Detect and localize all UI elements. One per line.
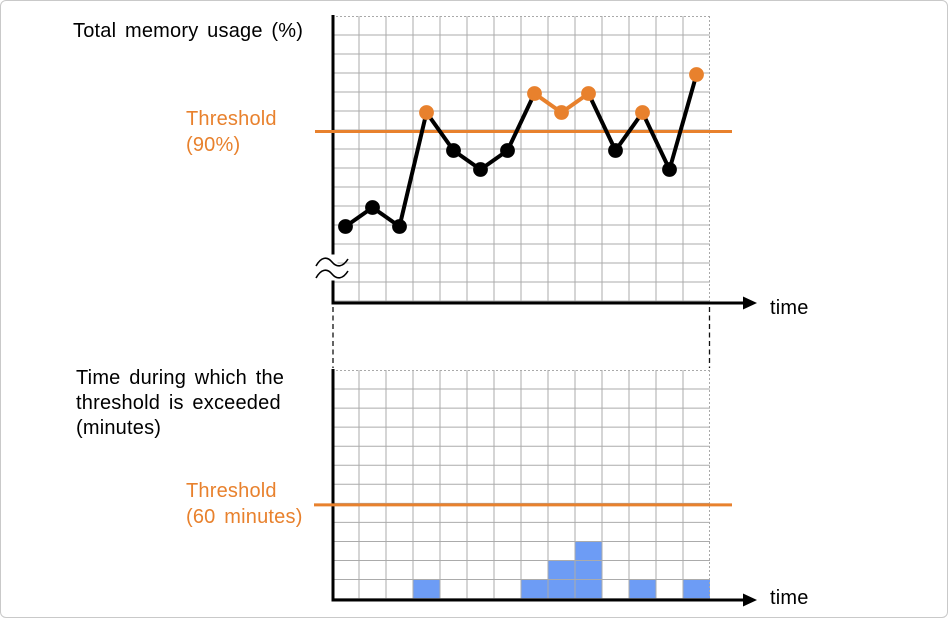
top-chart-title: Total memory usage (%)	[73, 20, 304, 42]
data-point	[392, 219, 407, 234]
exceed-duration-bar	[413, 579, 440, 599]
bottom-threshold-label: Threshold (60 minutes)	[186, 478, 303, 530]
data-point-above-threshold	[689, 67, 704, 82]
axis-break-icon	[315, 269, 349, 279]
bottom-chart-x-axis-arrow-icon	[743, 593, 757, 607]
exceed-duration-bar	[521, 579, 548, 599]
exceed-duration-bar	[575, 541, 602, 599]
memory-usage-line-segment	[667, 73, 699, 171]
data-point	[338, 219, 353, 234]
exceed-duration-bar	[683, 579, 710, 599]
data-point	[473, 162, 488, 177]
bottom-chart-title-line2: threshold is exceeded	[76, 392, 281, 414]
data-point	[446, 143, 461, 158]
bottom-chart-title-line3: (minutes)	[76, 417, 162, 439]
memory-usage-line-segment	[424, 111, 456, 152]
axis-break-mask	[328, 254, 338, 281]
top-threshold-label: Threshold (90%)	[186, 106, 277, 158]
data-point	[662, 162, 677, 177]
data-point	[365, 200, 380, 215]
bottom-threshold-label-line2: (60 minutes)	[186, 506, 303, 528]
top-threshold-label-line1: Threshold	[186, 108, 277, 130]
bottom-threshold-label-line1: Threshold	[186, 480, 277, 502]
data-point-above-threshold	[554, 105, 569, 120]
data-point	[608, 143, 623, 158]
memory-usage-line-segment	[586, 92, 618, 152]
exceed-duration-bar	[629, 579, 656, 599]
data-point-above-threshold	[581, 86, 596, 101]
memory-usage-line-segment	[505, 92, 537, 152]
axis-break-icon	[315, 257, 349, 267]
data-point-above-threshold	[527, 86, 542, 101]
data-point-above-threshold	[419, 105, 434, 120]
data-point	[500, 143, 515, 158]
bottom-x-axis-label: time	[770, 587, 809, 609]
memory-usage-line-segment	[640, 111, 672, 171]
bottom-chart-title: Time during which the threshold is excee…	[76, 366, 284, 441]
top-threshold-label-line2: (90%)	[186, 134, 241, 156]
data-point-above-threshold	[635, 105, 650, 120]
bottom-chart-title-line1: Time during which the	[76, 367, 285, 389]
memory-usage-line-segment	[613, 111, 645, 152]
top-x-axis-label: time	[770, 297, 809, 319]
top-chart-x-axis-arrow-icon	[743, 296, 757, 310]
memory-usage-line-segment	[397, 112, 429, 227]
